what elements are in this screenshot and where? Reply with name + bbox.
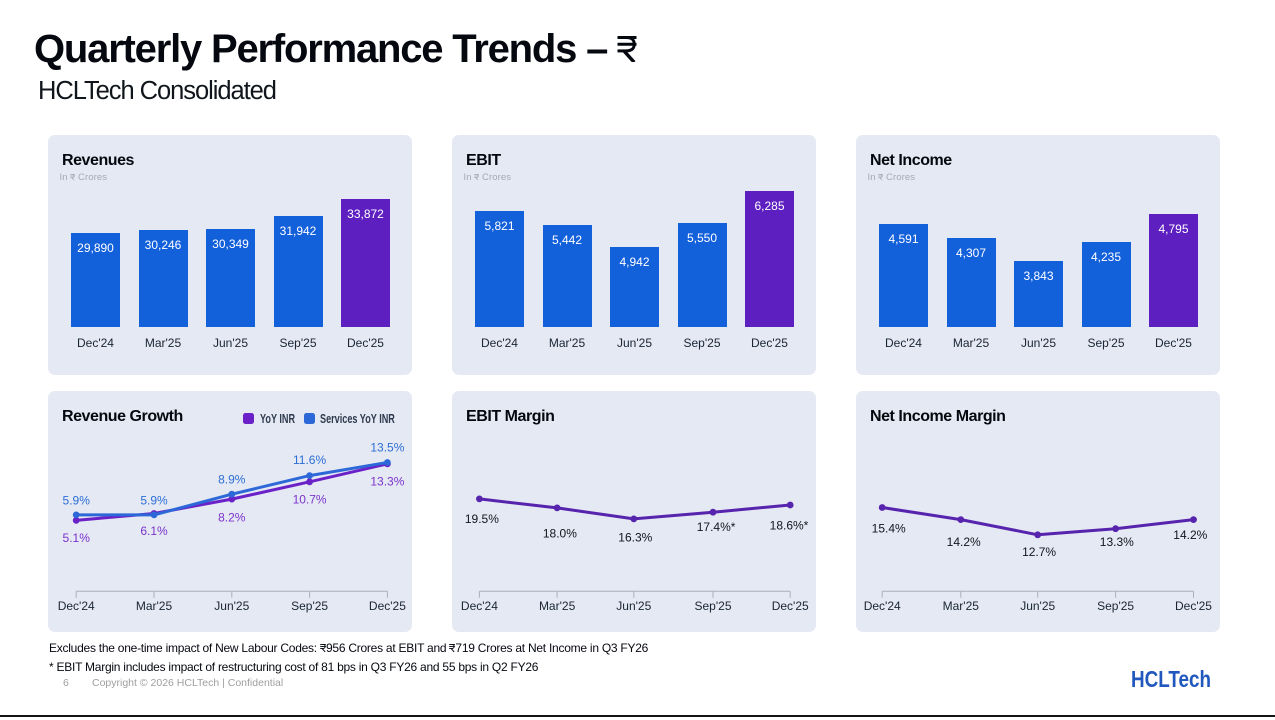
svg-text:13.5%: 13.5% (370, 440, 404, 454)
svg-text:16.3%: 16.3% (618, 531, 652, 545)
svg-text:6.1%: 6.1% (140, 524, 168, 538)
svg-text:8.9%: 8.9% (218, 473, 246, 487)
svg-text:Jun'25: Jun'25 (214, 599, 249, 613)
svg-text:5.9%: 5.9% (63, 493, 91, 507)
svg-text:13.3%: 13.3% (1100, 535, 1134, 549)
svg-text:11.6%: 11.6% (293, 453, 326, 467)
svg-text:Dec'25: Dec'25 (369, 599, 406, 613)
svg-text:10.7%: 10.7% (293, 493, 327, 507)
svg-text:14.2%: 14.2% (1173, 528, 1207, 542)
svg-text:15.4%: 15.4% (872, 522, 906, 536)
svg-text:18.0%: 18.0% (543, 527, 577, 541)
svg-text:Jun'25: Jun'25 (616, 599, 651, 613)
svg-text:5.1%: 5.1% (63, 531, 91, 545)
svg-text:Dec'24: Dec'24 (461, 599, 498, 613)
svg-text:14.2%: 14.2% (947, 535, 981, 549)
svg-text:5.9%: 5.9% (140, 493, 168, 507)
svg-text:19.5%: 19.5% (465, 512, 499, 526)
svg-text:8.2%: 8.2% (218, 511, 246, 525)
svg-text:17.4%*: 17.4%* (697, 520, 736, 534)
svg-text:Mar'25: Mar'25 (943, 599, 980, 613)
svg-text:Jun'25: Jun'25 (1020, 599, 1055, 613)
svg-text:Sep'25: Sep'25 (1097, 599, 1134, 613)
svg-text:Mar'25: Mar'25 (539, 599, 576, 613)
svg-text:13.3%: 13.3% (370, 474, 404, 488)
svg-text:Dec'24: Dec'24 (58, 599, 95, 613)
svg-text:Dec'24: Dec'24 (864, 599, 901, 613)
svg-text:Dec'25: Dec'25 (772, 599, 809, 613)
svg-text:Sep'25: Sep'25 (291, 599, 328, 613)
svg-text:Dec'25: Dec'25 (1175, 599, 1212, 613)
svg-text:Sep'25: Sep'25 (695, 599, 732, 613)
svg-text:12.7%: 12.7% (1022, 545, 1056, 559)
svg-text:Mar'25: Mar'25 (136, 599, 173, 613)
svg-text:18.6%*: 18.6%* (770, 518, 809, 532)
